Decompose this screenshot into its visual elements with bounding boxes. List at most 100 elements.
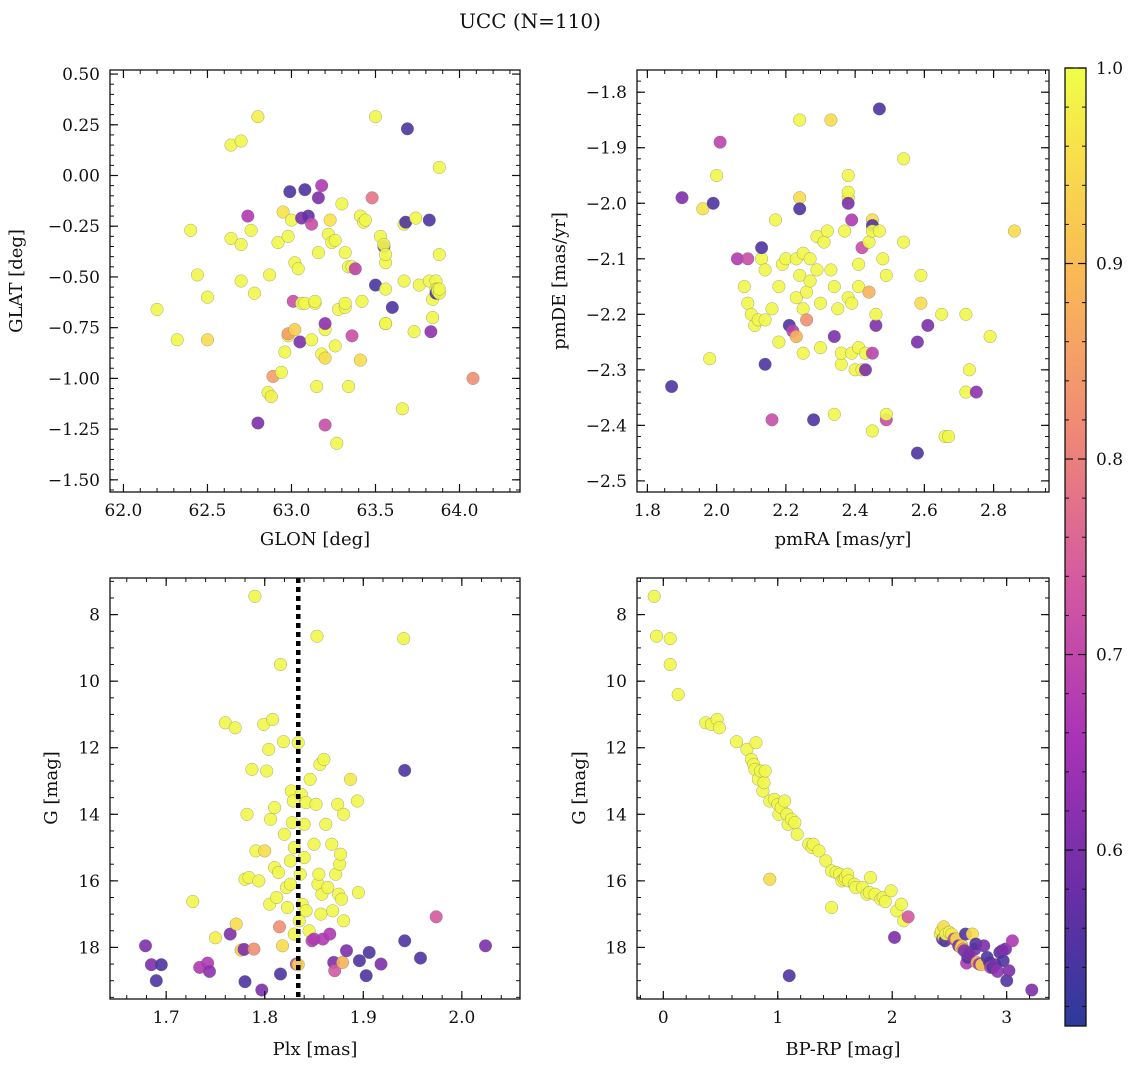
scatter-point bbox=[479, 939, 493, 953]
scatter-point bbox=[336, 955, 350, 969]
scatter-point bbox=[796, 302, 810, 316]
scatter-point bbox=[251, 416, 265, 430]
scatter-point bbox=[897, 152, 911, 166]
scatter-point bbox=[1025, 983, 1039, 997]
scatter-point bbox=[838, 224, 852, 238]
y-tick-label: 14 bbox=[605, 805, 627, 825]
scatter-point bbox=[311, 191, 325, 205]
scatter-point bbox=[959, 307, 973, 321]
scatter-point bbox=[318, 351, 332, 365]
scatter-point bbox=[264, 390, 278, 404]
scatter-point bbox=[338, 296, 352, 310]
scatter-point bbox=[962, 363, 976, 377]
scatter-point bbox=[335, 892, 349, 906]
scatter-point bbox=[358, 213, 372, 227]
scatter-point bbox=[803, 252, 817, 266]
y-tick-label: 16 bbox=[78, 872, 100, 892]
scatter-point bbox=[228, 721, 242, 735]
scatter-point bbox=[796, 346, 810, 360]
scatter-point bbox=[326, 904, 340, 918]
scatter-point bbox=[323, 927, 337, 941]
y-tick-label: −1.8 bbox=[586, 83, 627, 103]
y-axis-label: pmDE [mas/yr] bbox=[549, 212, 570, 350]
y-tick-label: −1.00 bbox=[48, 369, 100, 389]
y-tick-label: 0.25 bbox=[62, 116, 100, 136]
scatter-point bbox=[778, 794, 792, 808]
ticks-layer: 1.7 1.8 1.9 2.0 8 10 12 14 16 18 bbox=[78, 578, 520, 1028]
scatter-point bbox=[827, 407, 841, 421]
scatter-point bbox=[224, 231, 238, 245]
scatter-point bbox=[675, 191, 689, 205]
scatter-point bbox=[769, 213, 783, 227]
scatter-point bbox=[897, 235, 911, 249]
scatter-point bbox=[977, 939, 991, 953]
scatter-point bbox=[879, 407, 893, 421]
scatter-point bbox=[432, 248, 446, 262]
colorbar-gradient bbox=[1065, 68, 1086, 1026]
x-tick-label: 2.2 bbox=[772, 501, 799, 521]
y-axis-label: GLAT [deg] bbox=[6, 229, 27, 333]
scatter-point bbox=[245, 762, 259, 776]
x-tick-label: 2.4 bbox=[842, 501, 869, 521]
y-tick-label: 18 bbox=[78, 938, 100, 958]
scatter-point bbox=[647, 589, 661, 603]
scatter-point bbox=[208, 931, 222, 945]
scatter-point bbox=[379, 317, 393, 331]
colorbar-tick-label: 0.9 bbox=[1096, 255, 1123, 275]
scatter-point bbox=[255, 983, 269, 997]
scatter-point bbox=[793, 113, 807, 127]
points-layer bbox=[138, 589, 493, 997]
scatter-point bbox=[202, 964, 216, 978]
scatter-point bbox=[789, 330, 803, 344]
scatter-point bbox=[277, 827, 291, 841]
scatter-point bbox=[814, 341, 828, 355]
x-tick-label: 63.0 bbox=[273, 501, 311, 521]
scatter-point bbox=[841, 168, 855, 182]
scatter-point bbox=[335, 197, 349, 211]
scatter-point bbox=[374, 957, 388, 971]
scatter-point bbox=[288, 323, 302, 337]
scatter-point bbox=[1002, 964, 1016, 978]
scatter-point bbox=[817, 235, 831, 249]
scatter-point bbox=[154, 958, 168, 972]
x-tick-label: 64.0 bbox=[441, 501, 479, 521]
scatter-point bbox=[827, 280, 841, 294]
scatter-point bbox=[879, 268, 893, 282]
scatter-point bbox=[755, 252, 769, 266]
scatter-point bbox=[788, 816, 802, 830]
y-tick-label: 0.00 bbox=[62, 167, 100, 187]
scatter-point bbox=[351, 886, 365, 900]
scatter-point bbox=[741, 296, 755, 310]
scatter-point bbox=[190, 268, 204, 282]
scatter-point bbox=[710, 168, 724, 182]
scatter-point bbox=[865, 424, 879, 438]
scatter-point bbox=[663, 632, 677, 646]
scatter-point bbox=[299, 904, 313, 918]
scatter-point bbox=[353, 353, 367, 367]
scatter-point bbox=[274, 365, 288, 379]
y-tick-label: 10 bbox=[605, 672, 627, 692]
y-tick-label: −2.0 bbox=[586, 194, 627, 214]
scatter-point bbox=[409, 211, 423, 225]
y-tick-label: 12 bbox=[78, 739, 100, 759]
scatter-point bbox=[312, 867, 326, 881]
scatter-point bbox=[758, 764, 772, 778]
scatter-point bbox=[865, 346, 879, 360]
y-tick-label: −1.25 bbox=[48, 420, 100, 440]
scatter-point bbox=[914, 296, 928, 310]
scatter-point bbox=[424, 325, 438, 339]
x-tick-label: 62.5 bbox=[189, 501, 227, 521]
scatter-point bbox=[283, 185, 297, 199]
x-axis-label: GLON [deg] bbox=[260, 529, 370, 550]
scatter-point bbox=[872, 224, 886, 238]
scatter-point bbox=[397, 274, 411, 288]
scatter-point bbox=[200, 290, 214, 304]
scatter-point bbox=[737, 280, 751, 294]
scatter-point bbox=[238, 975, 252, 989]
scatter-point bbox=[283, 854, 297, 868]
scatter-point bbox=[789, 291, 803, 305]
scatter-point bbox=[841, 185, 855, 199]
scatter-point bbox=[432, 282, 446, 296]
scatter-point bbox=[696, 202, 710, 216]
scatter-point bbox=[291, 262, 305, 276]
